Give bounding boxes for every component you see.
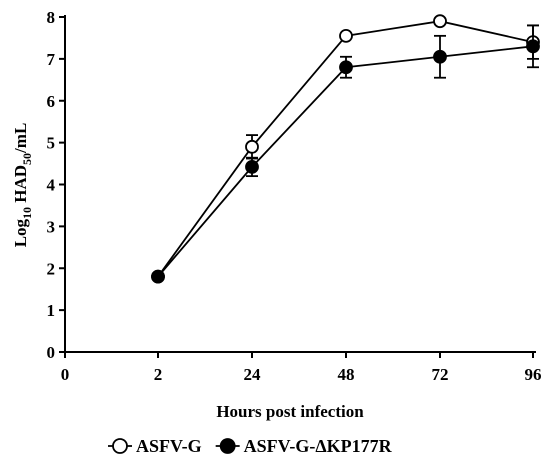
- x-tick-label: 24: [244, 365, 262, 384]
- y-tick-label: 0: [47, 343, 56, 362]
- data-point: [526, 39, 540, 54]
- data-point: [245, 139, 259, 154]
- data-point: [151, 269, 165, 284]
- x-tick-label: 48: [338, 365, 355, 384]
- x-axis-title: Hours post infection: [216, 402, 364, 421]
- y-axis-title-sub1: 10: [20, 207, 34, 219]
- y-axis-title-sub2: 50: [20, 153, 34, 165]
- legend: ASFV-G ASFV-G-ΔKP177R: [108, 436, 393, 456]
- tick-labels: 0 1 2 3 4 5 6 7 8 0 2 24 48 72 96: [47, 8, 542, 384]
- data-point: [339, 60, 353, 75]
- y-tick-label: 1: [47, 301, 56, 320]
- y-tick-label: 5: [47, 134, 56, 153]
- legend-label: ASFV-G-ΔKP177R: [244, 436, 393, 456]
- data-point: [433, 49, 447, 64]
- series-line: [157, 45, 534, 278]
- x-tick-label: 72: [432, 365, 449, 384]
- y-tick-label: 3: [47, 217, 56, 236]
- y-tick-label: 7: [47, 50, 56, 69]
- y-axis-title-end: /mL: [11, 123, 30, 154]
- data-point: [339, 28, 353, 43]
- y-axis-title: Log10 HAD50/mL: [11, 123, 34, 248]
- x-tick-label: 0: [61, 365, 70, 384]
- legend-marker: [219, 438, 236, 454]
- y-tick-label: 4: [47, 176, 56, 195]
- series-1: [151, 14, 540, 284]
- y-tick-label: 8: [47, 8, 56, 27]
- data-point: [433, 14, 447, 29]
- y-tick-label: 6: [47, 92, 56, 111]
- y-tick-label: 2: [47, 259, 56, 278]
- data-point: [245, 160, 259, 174]
- legend-label: ASFV-G: [136, 436, 202, 456]
- axes: [59, 15, 536, 358]
- x-tick-label: 96: [525, 365, 542, 384]
- x-tick-label: 2: [154, 365, 163, 384]
- series: [151, 14, 540, 284]
- legend-marker: [112, 438, 128, 454]
- series-2: [151, 24, 540, 284]
- y-axis-title-main: Log: [11, 218, 30, 247]
- y-axis-title-mid: HAD: [11, 165, 30, 207]
